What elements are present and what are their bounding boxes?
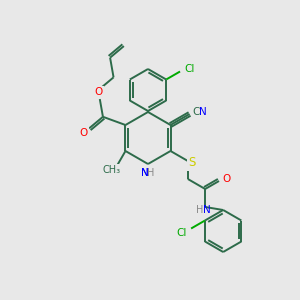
- Text: O: O: [222, 174, 230, 184]
- Text: O: O: [94, 87, 103, 97]
- Text: H: H: [196, 205, 204, 215]
- Text: Cl: Cl: [185, 64, 195, 74]
- Text: O: O: [80, 128, 88, 138]
- Text: C: C: [192, 107, 199, 117]
- Text: CH₃: CH₃: [102, 165, 121, 175]
- Text: S: S: [188, 157, 196, 169]
- Text: N: N: [199, 107, 206, 117]
- Text: N: N: [141, 168, 149, 178]
- Text: H: H: [147, 168, 155, 178]
- Text: Cl: Cl: [176, 227, 186, 238]
- Text: N: N: [203, 205, 211, 215]
- Text: N: N: [141, 168, 149, 178]
